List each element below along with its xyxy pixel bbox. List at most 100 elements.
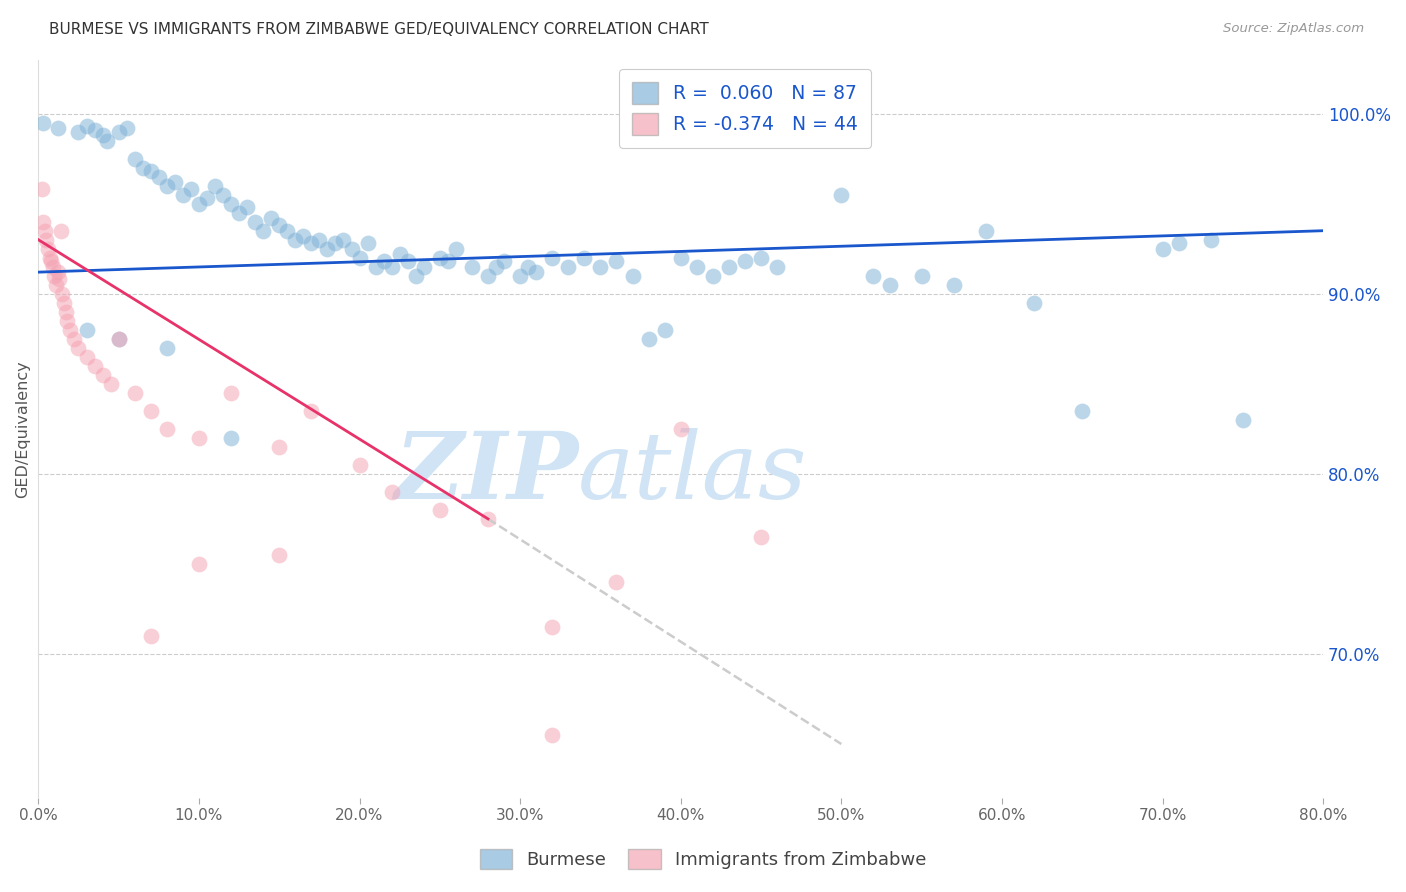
Point [260,211,283,226]
Legend: R =  0.060   N = 87, R = -0.374   N = 44: R = 0.060 N = 87, R = -0.374 N = 44 [619,69,872,148]
Point [429,503,451,517]
Point [51,286,73,301]
Point [332,233,354,247]
Point [212,187,235,202]
Point [252,224,274,238]
Point [621,268,644,283]
Point [349,251,371,265]
Point [107,125,129,139]
Point [494,254,516,268]
Point [35,233,58,247]
Point [219,385,242,400]
Point [219,196,242,211]
Text: BURMESE VS IMMIGRANTS FROM ZIMBABWE GED/EQUIVALENCY CORRELATION CHART: BURMESE VS IMMIGRANTS FROM ZIMBABWE GED/… [49,22,709,37]
Point [749,251,772,265]
Point [228,205,250,219]
Point [356,236,378,251]
Point [349,458,371,472]
Point [299,236,322,251]
Point [139,629,162,643]
Point [156,178,179,193]
Point [187,557,209,571]
Point [39,254,62,268]
Point [46,121,69,136]
Point [132,161,155,175]
Point [156,422,179,436]
Text: ZIP: ZIP [394,428,578,518]
Point [76,323,98,337]
Point [669,422,692,436]
Point [139,164,162,178]
Point [686,260,709,274]
Point [605,574,627,589]
Point [734,254,756,268]
Point [541,728,564,742]
Point [31,182,53,196]
Point [32,215,55,229]
Point [557,260,579,274]
Point [53,295,76,310]
Point [34,224,56,238]
Point [59,323,82,337]
Point [1071,404,1094,418]
Point [38,251,60,265]
Point [55,305,77,319]
Point [485,260,508,274]
Point [124,385,146,400]
Point [62,332,84,346]
Point [187,431,209,445]
Point [1022,295,1045,310]
Point [308,233,330,247]
Point [107,332,129,346]
Point [509,268,531,283]
Point [148,169,170,184]
Point [45,277,67,292]
Point [974,224,997,238]
Point [373,254,395,268]
Point [299,404,322,418]
Point [46,265,69,279]
Point [91,128,114,143]
Point [44,268,66,283]
Point [172,187,194,202]
Point [396,254,419,268]
Point [67,125,90,139]
Point [524,265,547,279]
Point [830,187,852,202]
Point [292,229,315,244]
Text: Source: ZipAtlas.com: Source: ZipAtlas.com [1223,22,1364,36]
Point [316,242,339,256]
Point [541,620,564,634]
Point [76,120,98,134]
Point [124,152,146,166]
Point [717,260,740,274]
Point [942,277,965,292]
Point [56,314,79,328]
Point [243,215,266,229]
Point [163,175,186,189]
Point [76,350,98,364]
Point [1152,242,1174,256]
Point [187,196,209,211]
Point [195,191,218,205]
Point [437,254,460,268]
Point [749,530,772,544]
Point [911,268,934,283]
Point [381,260,404,274]
Point [269,219,291,233]
Point [139,404,162,418]
Point [461,260,484,274]
Point [517,260,540,274]
Point [48,272,70,286]
Point [284,233,307,247]
Point [96,134,118,148]
Point [605,254,627,268]
Point [83,123,105,137]
Point [1199,233,1222,247]
Point [388,247,411,261]
Point [444,242,467,256]
Point [541,251,564,265]
Point [32,115,55,129]
Point [115,121,138,136]
Point [219,431,242,445]
